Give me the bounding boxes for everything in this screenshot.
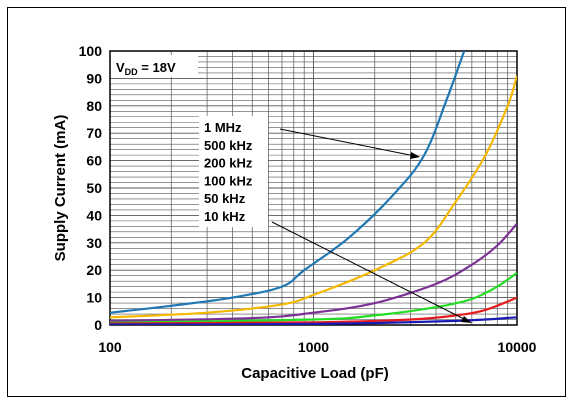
x-tick-label: 10000: [498, 339, 537, 355]
y-tick-label: 30: [86, 235, 102, 251]
legend-label: 1 MHz: [204, 120, 242, 135]
grid: [109, 50, 517, 326]
arrow-head: [410, 152, 420, 159]
series-line: [110, 271, 517, 324]
y-tick-label: 60: [86, 153, 102, 169]
y-tick-label: 80: [86, 98, 102, 114]
arrow-line: [279, 128, 416, 157]
legend-label: 500 kHz: [204, 138, 253, 153]
y-tick-label: 20: [86, 262, 102, 278]
series-line: [110, 75, 517, 319]
legend-label: 200 kHz: [204, 156, 253, 171]
x-tick-label: 100: [98, 339, 122, 355]
series-line: [110, 222, 517, 322]
series-line: [110, 51, 466, 314]
plot-area: [109, 50, 518, 326]
arrow-head: [461, 316, 472, 323]
y-tick-label: 100: [79, 43, 103, 59]
legend-label: 50 kHz: [204, 191, 246, 206]
y-tick-label: 0: [94, 317, 102, 333]
legend: 1 MHz 500 kHz 200 kHz 100 kHz 50 kHz 10 kHz: [199, 116, 268, 227]
legend-label: 100 kHz: [204, 173, 253, 188]
series-line: [110, 296, 517, 325]
y-axis-label: Supply Current (mA): [52, 115, 69, 262]
chart-frame: [7, 7, 566, 397]
y-tick-label: 50: [86, 180, 102, 196]
series-curves: [110, 51, 517, 325]
legend-arrows: [271, 128, 472, 323]
x-tick-label: 1000: [298, 339, 329, 355]
y-tick-label: 40: [86, 207, 102, 223]
vdd-label: VDD = 18V: [116, 60, 176, 77]
vdd-annotation: VDD = 18V: [111, 55, 198, 77]
y-tick-label: 10: [86, 290, 102, 306]
x-axis-label: Capacitive Load (pF): [241, 365, 389, 382]
legend-label: 10 kHz: [204, 209, 246, 224]
tick-labels: 100 1000 10000 0 10 20 30 40 50 60 70 80 90 100: [79, 43, 537, 355]
y-tick-label: 70: [86, 125, 102, 141]
y-tick-label: 90: [86, 70, 102, 86]
series-line: [110, 316, 517, 325]
arrow-line: [271, 221, 469, 322]
